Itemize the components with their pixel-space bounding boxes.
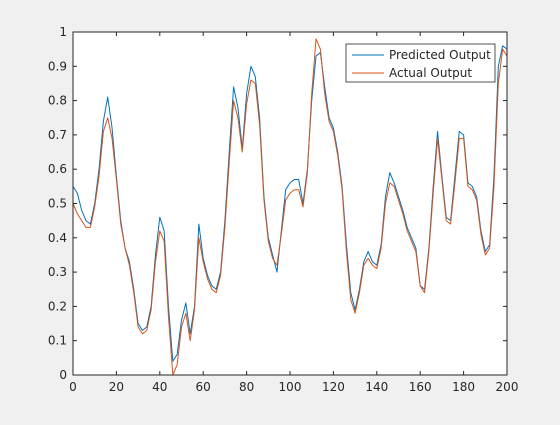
series-line-actual-output xyxy=(72,38,508,376)
x-tick-label: 140 xyxy=(365,380,388,394)
legend-label-predicted: Predicted Output xyxy=(389,48,491,62)
series-layer xyxy=(72,38,508,376)
x-tick-label: 40 xyxy=(152,380,167,394)
legend-label-actual: Actual Output xyxy=(389,66,472,80)
series-line-predicted-output xyxy=(72,45,508,362)
y-tick-label: 0 xyxy=(59,368,67,382)
y-tick-label: 0.9 xyxy=(48,59,67,73)
y-tick-label: 0.3 xyxy=(48,265,67,279)
y-tick-label: 0.6 xyxy=(48,162,67,176)
y-tick-label: 0.4 xyxy=(48,231,67,245)
x-tick-label: 200 xyxy=(496,380,519,394)
y-tick-label: 0.5 xyxy=(48,197,67,211)
y-tick-label: 0.1 xyxy=(48,334,67,348)
x-tick-label: 20 xyxy=(109,380,124,394)
x-tick-label: 0 xyxy=(69,380,77,394)
x-tick-label: 160 xyxy=(409,380,432,394)
legend: Predicted Output Actual Output xyxy=(345,43,496,83)
y-tick-label: 0.2 xyxy=(48,299,67,313)
y-tick-label: 0.7 xyxy=(48,128,67,142)
y-tick-label: 0.8 xyxy=(48,94,67,108)
legend-box xyxy=(345,43,496,83)
y-tick-label: 1 xyxy=(59,25,67,39)
plot-area xyxy=(73,32,507,375)
x-tick-label: 120 xyxy=(322,380,345,394)
x-tick-label: 80 xyxy=(239,380,254,394)
x-tick-label: 100 xyxy=(279,380,302,394)
x-tick-label: 180 xyxy=(452,380,475,394)
x-tick-label: 60 xyxy=(196,380,211,394)
ticks-layer: 0 20 40 60 80 100 120 140 160 180 200 0 0.1 0.2 0.3 0.4… xyxy=(48,25,519,394)
